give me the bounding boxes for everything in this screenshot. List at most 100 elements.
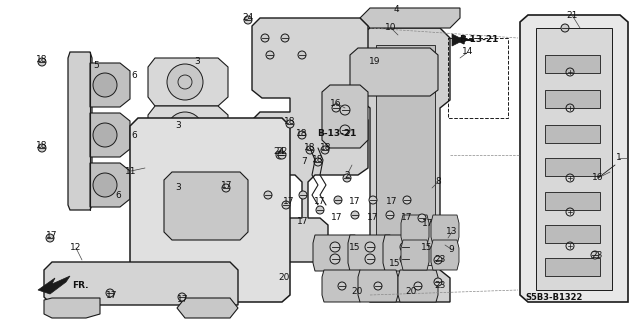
Text: 17: 17 — [422, 219, 434, 228]
Text: 11: 11 — [125, 167, 137, 175]
Polygon shape — [322, 270, 362, 302]
Bar — [545, 90, 600, 108]
Text: 18: 18 — [312, 155, 324, 165]
Circle shape — [434, 278, 442, 286]
Text: 20: 20 — [351, 286, 363, 295]
Text: B-13-21: B-13-21 — [317, 129, 356, 137]
Text: 15: 15 — [421, 243, 433, 253]
Circle shape — [561, 24, 569, 32]
Circle shape — [591, 251, 599, 259]
Text: B-13-21: B-13-21 — [460, 35, 499, 44]
Text: 1: 1 — [616, 153, 622, 162]
Circle shape — [369, 196, 377, 204]
Polygon shape — [401, 215, 429, 245]
Text: 18: 18 — [304, 144, 316, 152]
Circle shape — [418, 214, 426, 222]
Text: 18: 18 — [36, 140, 48, 150]
Circle shape — [332, 104, 340, 112]
Text: 13: 13 — [446, 227, 458, 236]
Circle shape — [93, 173, 117, 197]
Circle shape — [38, 144, 46, 152]
Circle shape — [434, 256, 442, 264]
Text: 17: 17 — [401, 213, 413, 222]
Polygon shape — [431, 240, 459, 270]
Text: 17: 17 — [387, 197, 397, 206]
Text: 19: 19 — [369, 57, 381, 66]
Bar — [545, 158, 600, 176]
Polygon shape — [68, 52, 92, 210]
Polygon shape — [431, 215, 459, 245]
Polygon shape — [38, 276, 70, 294]
Bar — [545, 192, 600, 210]
Text: 8: 8 — [435, 177, 441, 187]
Circle shape — [93, 73, 117, 97]
Circle shape — [365, 254, 375, 264]
Text: FR.: FR. — [72, 281, 88, 291]
Text: 7: 7 — [301, 157, 307, 166]
Polygon shape — [348, 235, 392, 271]
Circle shape — [261, 34, 269, 42]
Text: 23: 23 — [435, 280, 445, 290]
Text: 3: 3 — [194, 57, 200, 66]
Polygon shape — [536, 28, 612, 290]
Text: 17: 17 — [367, 213, 379, 222]
Circle shape — [278, 151, 286, 159]
Polygon shape — [358, 270, 398, 302]
Polygon shape — [520, 15, 628, 302]
Text: 18: 18 — [36, 56, 48, 64]
Polygon shape — [313, 235, 357, 271]
Text: 24: 24 — [273, 147, 285, 157]
Text: 24: 24 — [243, 13, 253, 23]
Polygon shape — [164, 172, 248, 240]
Text: 17: 17 — [46, 232, 58, 241]
Text: 18: 18 — [320, 144, 332, 152]
Bar — [448, 38, 508, 118]
Circle shape — [264, 191, 272, 199]
Circle shape — [46, 234, 54, 242]
Circle shape — [365, 242, 375, 252]
Circle shape — [282, 201, 290, 209]
Polygon shape — [44, 262, 238, 305]
Circle shape — [306, 146, 314, 154]
Text: 18: 18 — [284, 117, 296, 127]
Text: 14: 14 — [462, 48, 474, 56]
Text: 9: 9 — [448, 244, 454, 254]
Circle shape — [330, 242, 340, 252]
Polygon shape — [401, 240, 429, 270]
Circle shape — [286, 120, 294, 128]
Circle shape — [106, 289, 114, 297]
Bar — [545, 225, 600, 243]
Text: 17: 17 — [314, 197, 326, 206]
Text: 12: 12 — [70, 243, 82, 253]
Text: 17: 17 — [349, 197, 361, 206]
Circle shape — [338, 282, 346, 290]
Circle shape — [334, 196, 342, 204]
Text: 20: 20 — [405, 286, 417, 295]
Bar — [545, 258, 600, 276]
Polygon shape — [252, 18, 368, 262]
Polygon shape — [148, 58, 228, 106]
Polygon shape — [398, 270, 438, 302]
Circle shape — [403, 196, 411, 204]
Polygon shape — [383, 235, 427, 271]
Polygon shape — [360, 28, 450, 302]
Text: 3: 3 — [175, 182, 181, 191]
Circle shape — [38, 58, 46, 66]
Circle shape — [386, 211, 394, 219]
Text: 18: 18 — [296, 129, 308, 137]
Circle shape — [343, 174, 351, 182]
Circle shape — [321, 146, 329, 154]
Circle shape — [400, 242, 410, 252]
Text: 15: 15 — [389, 259, 401, 269]
Polygon shape — [130, 118, 290, 302]
Circle shape — [340, 105, 350, 115]
Circle shape — [374, 282, 382, 290]
Bar — [545, 55, 600, 73]
Polygon shape — [350, 48, 438, 96]
Polygon shape — [376, 45, 435, 265]
Polygon shape — [90, 63, 130, 107]
Polygon shape — [90, 163, 130, 207]
Text: 22: 22 — [276, 147, 287, 157]
Text: 2: 2 — [344, 170, 350, 180]
Bar — [545, 125, 600, 143]
